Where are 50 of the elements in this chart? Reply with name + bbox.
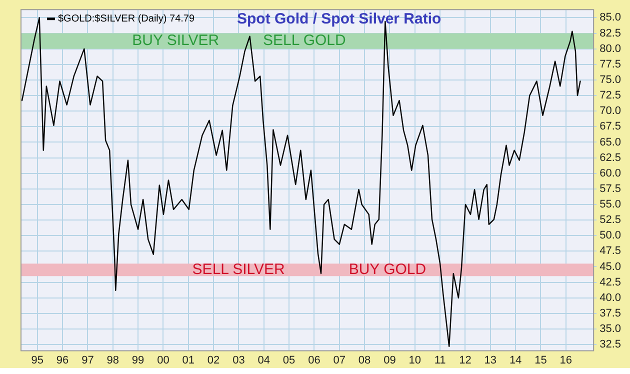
x-tick-label: 16 — [560, 354, 572, 366]
y-tick-label: 77.5 — [600, 58, 622, 70]
x-tick-label: 12 — [459, 354, 472, 366]
band-label: SELL SILVER — [192, 261, 286, 278]
chart-title: Spot Gold / Spot Silver Ratio — [237, 10, 442, 28]
x-tick-label: 05 — [282, 354, 296, 366]
x-tick-label: 07 — [333, 354, 346, 366]
x-tick-label: 04 — [258, 354, 270, 366]
y-tick-label: 37.5 — [600, 307, 622, 320]
x-tick-label: 03 — [232, 354, 245, 366]
x-tick-label: 10 — [408, 354, 422, 366]
x-tick-label: 11 — [434, 354, 446, 366]
y-tick-label: 65.0 — [600, 136, 622, 148]
annotation: SELL GOLD — [263, 32, 346, 50]
y-tick-label: 82.5 — [600, 27, 622, 40]
x-tick-label: 99 — [132, 354, 144, 366]
y-tick-label: 42.5 — [600, 276, 622, 288]
x-tick-label: 14 — [509, 354, 522, 366]
x-tick-label: 01 — [182, 354, 194, 366]
y-tick-label: 75.0 — [600, 74, 622, 86]
y-tick-label: 72.5 — [600, 90, 622, 102]
y-tick-label: 70.0 — [600, 105, 622, 118]
y-tick-label: 47.5 — [600, 245, 622, 258]
y-tick-label: 50.0 — [600, 230, 622, 242]
x-tick-label: 13 — [484, 354, 497, 366]
x-tick-label: 98 — [106, 354, 119, 366]
x-tick-label: 15 — [534, 354, 547, 366]
y-tick-label: 67.5 — [600, 120, 622, 133]
x-tick-label: 95 — [31, 354, 44, 366]
y-tick-label: 80.0 — [600, 42, 622, 55]
x-tick-label: 06 — [308, 354, 320, 366]
y-tick-label: 45.0 — [600, 260, 622, 273]
y-tick-label: 55.0 — [600, 198, 622, 211]
x-tick-label: 97 — [82, 354, 94, 366]
x-tick-label: 00 — [157, 354, 170, 366]
y-tick-label: 85.0 — [600, 12, 622, 24]
band-label: BUY SILVER — [132, 32, 220, 50]
legend-label: $GOLD:$SILVER (Daily) 74.79 — [58, 13, 195, 24]
y-tick-label: 57.5 — [600, 182, 622, 195]
y-tick-label: 60.0 — [600, 167, 622, 180]
x-tick-label: 08 — [358, 354, 371, 366]
annotation: BUY GOLD — [348, 261, 426, 278]
y-tick-label: 32.5 — [600, 338, 622, 351]
x-tick-label: 09 — [384, 354, 396, 366]
y-tick-label: 52.5 — [600, 214, 622, 226]
y-tick-label: 35.0 — [600, 323, 622, 336]
x-tick-label: 02 — [207, 354, 220, 366]
x-tick-label: 96 — [56, 354, 69, 366]
y-tick-label: 62.5 — [600, 152, 622, 164]
y-tick-label: 40.0 — [600, 292, 622, 304]
